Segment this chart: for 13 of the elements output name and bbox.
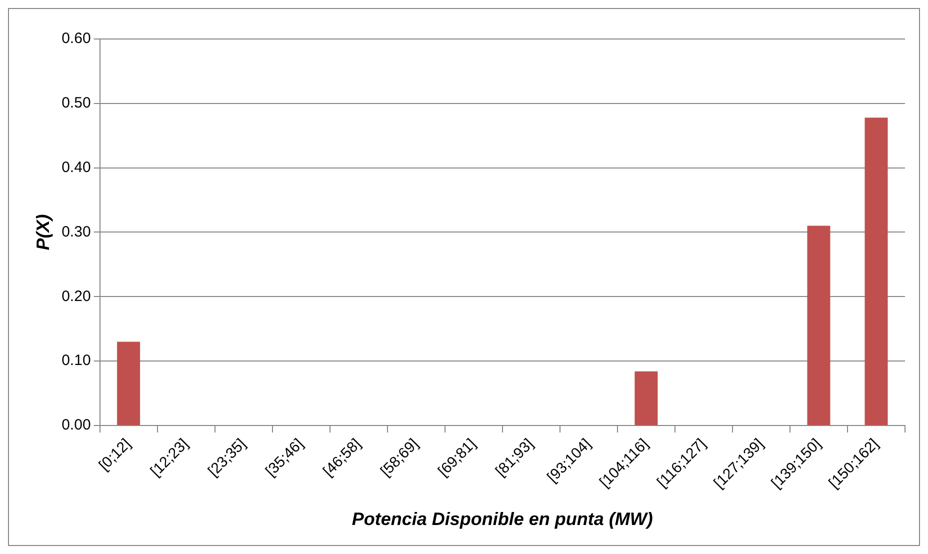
y-tick-label: 0.30 [62, 223, 91, 240]
y-axis-title: P(X) [32, 214, 53, 250]
y-tick-label: 0.00 [62, 416, 91, 434]
bar [117, 342, 140, 425]
y-tick-label: 0.60 [62, 30, 91, 48]
y-tick-label: 0.10 [62, 352, 91, 370]
bar [864, 118, 888, 425]
bar [807, 226, 830, 425]
x-axis-title: Potencia Disponible en punta (MW) [352, 509, 653, 530]
y-tick-label: 0.50 [62, 94, 91, 112]
bar [634, 371, 658, 425]
y-tick-label: 0.20 [62, 288, 91, 305]
y-tick-label: 0.40 [62, 158, 91, 176]
